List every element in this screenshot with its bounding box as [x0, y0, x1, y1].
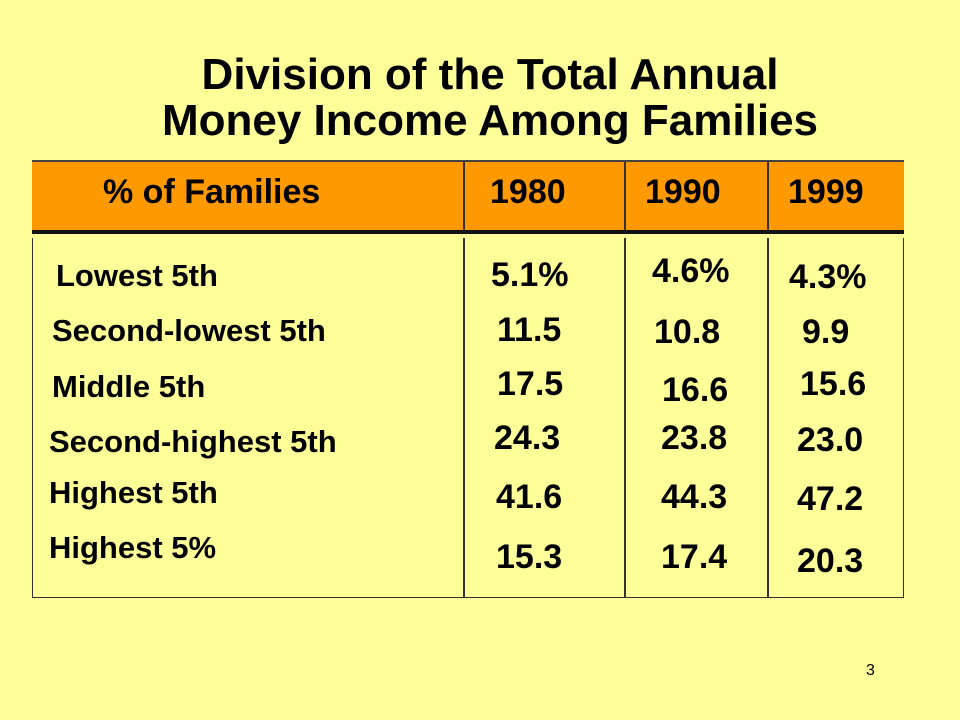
title-line-2: Money Income Among Families	[161, 96, 819, 145]
row-label-second-lowest: Second-lowest 5th	[52, 313, 326, 348]
table-header-bar	[32, 162, 904, 230]
value-cell: 16.6	[662, 371, 729, 409]
row-label-middle: Middle 5th	[52, 369, 206, 404]
value-cell: 5.1%	[491, 256, 569, 294]
row-label-highest-5pct: Highest 5%	[49, 530, 217, 565]
value-cell: 44.3	[661, 478, 728, 516]
header-year-1980: 1980	[490, 173, 566, 211]
value-cell: 17.4	[661, 538, 728, 576]
value-cell: 20.3	[797, 542, 864, 580]
column-divider-1	[463, 238, 465, 598]
value-cell: 17.5	[497, 365, 564, 403]
header-label: % of Families	[103, 173, 321, 211]
header-divider-1	[463, 162, 465, 230]
value-cell: 4.3%	[789, 258, 867, 296]
header-divider	[32, 230, 904, 234]
value-cell: 4.6%	[652, 252, 730, 290]
value-cell: 11.5	[497, 311, 562, 349]
row-label-highest: Highest 5th	[49, 475, 218, 510]
table-body	[32, 238, 904, 598]
row-label-lowest: Lowest 5th	[56, 258, 218, 293]
value-cell: 24.3	[494, 419, 561, 457]
slide-title: Division of the Total Annual Money Incom…	[0, 52, 960, 144]
value-cell: 15.3	[496, 538, 563, 576]
value-cell: 10.8	[654, 313, 721, 351]
column-divider-2	[624, 238, 626, 598]
value-cell: 9.9	[802, 313, 850, 351]
value-cell: 41.6	[496, 478, 563, 516]
title-line-1: Division of the Total Annual	[201, 50, 779, 99]
value-cell: 47.2	[797, 480, 864, 518]
value-cell: 23.8	[661, 419, 728, 457]
row-label-second-highest: Second-highest 5th	[49, 424, 337, 459]
header-year-1999: 1999	[788, 173, 864, 211]
header-divider-3	[767, 162, 769, 230]
header-year-1990: 1990	[645, 173, 721, 211]
value-cell: 15.6	[800, 365, 867, 403]
page-number: 3	[866, 662, 875, 679]
column-divider-3	[767, 238, 769, 598]
value-cell: 23.0	[797, 421, 864, 459]
header-divider-2	[624, 162, 626, 230]
